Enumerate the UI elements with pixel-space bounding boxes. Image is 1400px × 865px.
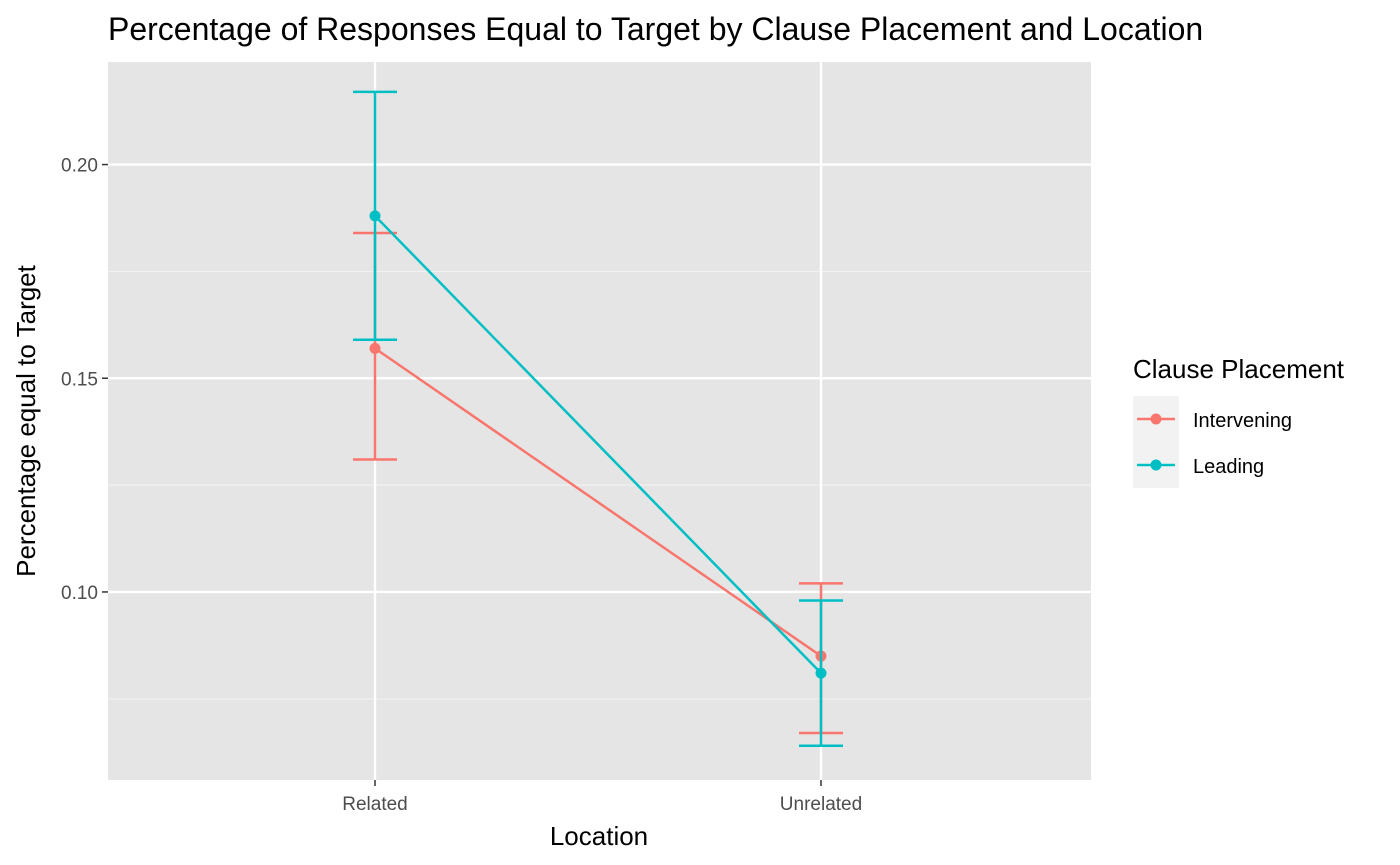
x-axis-ticks: Related Unrelated — [342, 780, 862, 815]
series-line-intervening — [374, 347, 822, 658]
y-tick-label: 0.15 — [61, 369, 98, 390]
legend-label-intervening: Intervening — [1193, 410, 1292, 432]
legend-title: Clause Placement — [1133, 354, 1345, 384]
x-axis-title: Location — [550, 821, 648, 851]
series-leading — [353, 90, 843, 748]
legend: Clause Placement Intervening Leading — [1133, 354, 1345, 488]
y-axis-title: Percentage equal to Target — [11, 264, 41, 577]
x-tick-label: Related — [342, 794, 408, 815]
legend-key-point-intervening — [1150, 413, 1162, 425]
data-point-intervening — [369, 342, 381, 354]
chart-title: Percentage of Responses Equal to Target … — [108, 11, 1203, 47]
data-point-leading — [815, 667, 827, 679]
data-point-leading — [369, 210, 381, 222]
legend-label-leading: Leading — [1193, 456, 1264, 478]
legend-key-point-leading — [1150, 459, 1162, 471]
y-tick-label: 0.20 — [61, 156, 98, 177]
series-line-leading — [374, 214, 822, 675]
series-layer — [353, 90, 843, 748]
y-axis-ticks: 0.10 0.15 0.20 — [61, 156, 108, 604]
plot-panel — [108, 62, 1091, 780]
y-tick-label: 0.10 — [61, 583, 98, 604]
x-tick-label: Unrelated — [780, 794, 862, 815]
